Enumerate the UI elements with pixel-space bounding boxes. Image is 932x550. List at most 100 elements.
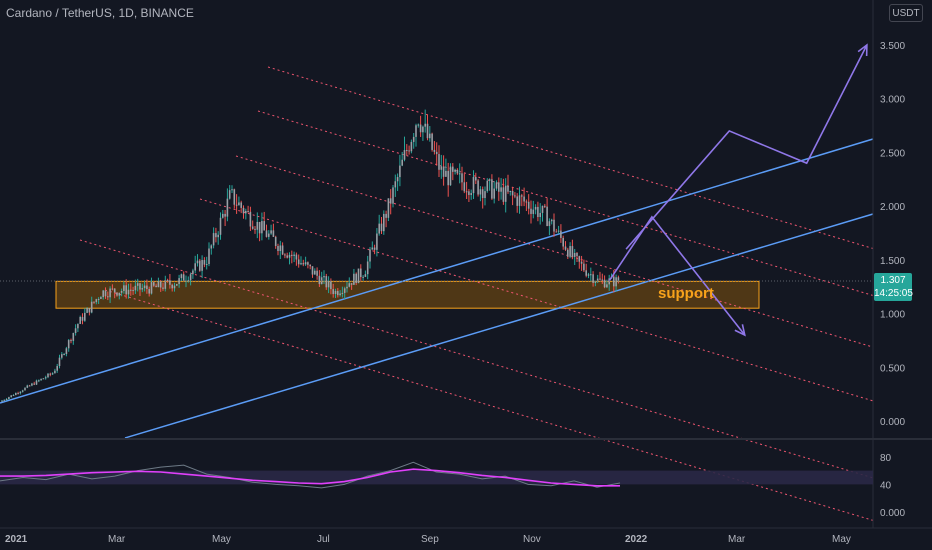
candle-body — [84, 312, 86, 321]
candle-body — [337, 290, 339, 296]
last-price-tag: 1.307 14:25:05 — [874, 273, 913, 301]
candle-body — [424, 123, 426, 127]
candle-body — [162, 287, 164, 289]
candle-body — [205, 264, 208, 266]
candle-body — [90, 301, 93, 313]
candle-body — [396, 177, 399, 182]
candle-body — [615, 277, 617, 287]
candle-body — [148, 289, 150, 294]
candle-body — [88, 308, 91, 313]
candle-body — [31, 383, 33, 386]
time-tick-label: 2022 — [625, 534, 648, 545]
candle-body — [304, 262, 307, 265]
candle-body — [458, 173, 461, 175]
candle-body — [477, 180, 479, 195]
candle-body — [238, 202, 240, 206]
candle-body — [461, 173, 463, 183]
candle-body — [470, 193, 472, 195]
candle-body — [274, 236, 277, 246]
candle-body — [500, 187, 502, 192]
candle-body — [279, 245, 282, 251]
candle-body — [353, 273, 355, 285]
candle-body — [385, 213, 387, 218]
candle-body — [596, 278, 599, 282]
candle-body — [389, 198, 392, 204]
candle-body — [228, 190, 231, 199]
candle-body — [580, 261, 583, 264]
currency-button[interactable]: USDT — [889, 4, 923, 22]
projection-up-arrow — [625, 44, 868, 250]
candle-body — [26, 385, 29, 388]
candle-body — [599, 278, 601, 280]
projection-down-arrow — [608, 215, 746, 336]
candle-body — [8, 397, 10, 399]
candle-body — [44, 377, 47, 379]
candle-body — [295, 254, 298, 260]
candle-body — [408, 150, 410, 152]
candle-body — [226, 198, 229, 217]
candle-body — [201, 260, 203, 271]
rsi-band — [0, 470, 873, 485]
candle-body — [387, 198, 390, 218]
candle-body — [488, 179, 491, 181]
candle-body — [493, 188, 495, 199]
candle-body — [258, 221, 261, 234]
channel-line-3 — [199, 198, 874, 402]
rsi-tick-label: 80 — [880, 453, 892, 464]
candle-body — [180, 274, 183, 279]
candle-body — [272, 230, 275, 237]
trend-line-upper — [0, 138, 874, 404]
candle-body — [544, 205, 546, 207]
candle-body — [468, 191, 470, 195]
candle-body — [192, 270, 194, 275]
candle-body — [518, 195, 521, 206]
candle-body — [219, 217, 222, 235]
projection-up-arrow-head — [857, 43, 868, 57]
candle-body — [302, 263, 305, 265]
candle-body — [21, 390, 24, 392]
candle-body — [330, 281, 332, 290]
candle-body — [93, 301, 95, 303]
candle-body — [406, 150, 408, 152]
candle-body — [134, 285, 137, 291]
candle-body — [187, 280, 190, 282]
candle-body — [369, 249, 371, 262]
candle-body — [346, 286, 348, 289]
candle-body — [309, 264, 311, 267]
candle-body — [502, 187, 505, 202]
candle-body — [472, 177, 475, 194]
candle-body — [231, 189, 233, 191]
candle-body — [592, 274, 594, 283]
price-tick-label: 3.500 — [880, 41, 905, 52]
candle-body — [318, 275, 321, 285]
candle-body — [422, 126, 424, 133]
candle-body — [261, 221, 263, 234]
rsi-ma-line — [0, 468, 620, 487]
candle-body — [40, 378, 42, 381]
candle-body — [371, 247, 374, 250]
candle-body — [247, 210, 249, 212]
candle-body — [15, 393, 17, 396]
price-tick-label: 0.500 — [880, 363, 905, 374]
channel-line-1 — [257, 110, 874, 296]
candle-body — [504, 185, 507, 202]
candle-body — [334, 290, 337, 295]
candle-body — [590, 274, 592, 276]
candle-body — [263, 221, 265, 231]
candle-body — [539, 212, 541, 218]
candle-body — [454, 169, 456, 172]
candle-body — [486, 180, 489, 192]
candle-body — [24, 387, 26, 391]
candle-body — [242, 207, 245, 214]
candle-body — [546, 206, 548, 226]
trend-line-lower — [124, 213, 874, 439]
candle-body — [578, 256, 581, 262]
candle-body — [516, 196, 518, 206]
candle-body — [19, 391, 22, 394]
candle-body — [514, 195, 516, 197]
candle-body — [58, 357, 61, 367]
candle-body — [118, 292, 121, 296]
candle-body — [212, 233, 215, 246]
candle-body — [433, 149, 436, 152]
